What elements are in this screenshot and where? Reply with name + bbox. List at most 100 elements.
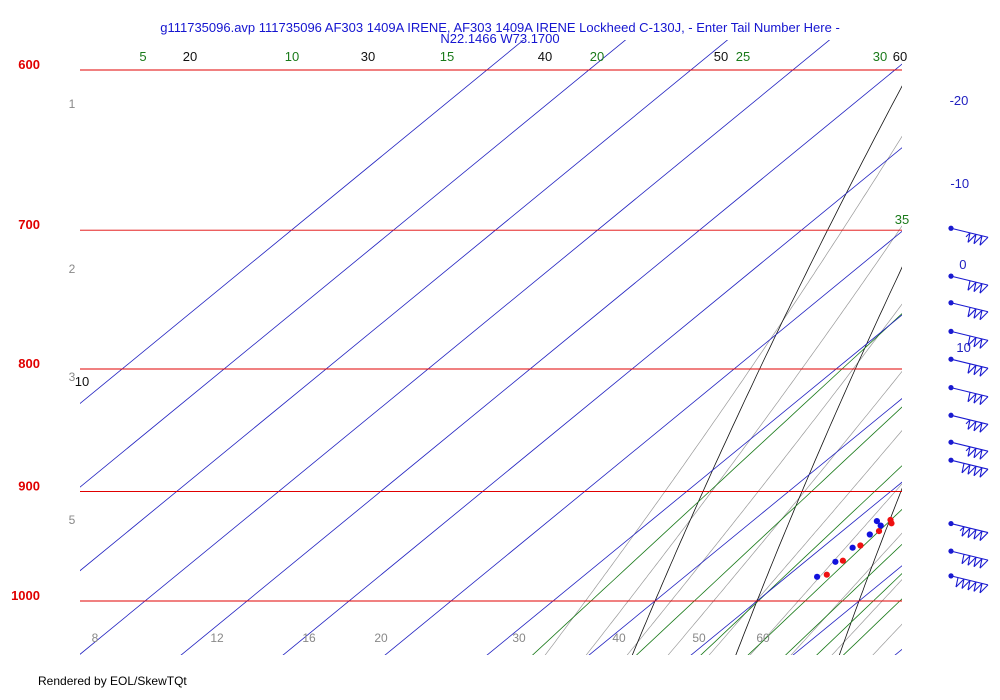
wind-barb-feather-link bbox=[967, 464, 971, 475]
temperature-point-23 bbox=[875, 528, 883, 535]
wind-barbs bbox=[948, 225, 989, 594]
wind-barb-feather-link bbox=[967, 363, 971, 374]
wind-barb-feather bbox=[973, 422, 983, 432]
wind-barb-feather-link bbox=[973, 234, 977, 244]
wind-barb-feather-link bbox=[961, 554, 965, 564]
wind-barb-feather-link bbox=[967, 280, 971, 291]
grid-labels: 600 700 800 900 1000 -20 -10 0 10 20 30 40 20 30 40 50 6… bbox=[11, 49, 971, 645]
wind-barb-feather-link bbox=[967, 446, 971, 457]
wind-barb-half-feather bbox=[959, 526, 965, 532]
wind-barb-feather bbox=[979, 367, 989, 377]
wind-barb-0 bbox=[948, 225, 989, 246]
dewpoint-point-24 bbox=[814, 573, 821, 580]
wind-barb-feather-link bbox=[979, 449, 983, 460]
isotherm--50 bbox=[80, 40, 729, 572]
isobar-label-600: 600 bbox=[18, 57, 40, 72]
wind-barb-feather-link bbox=[979, 422, 983, 433]
wind-barb-11 bbox=[948, 573, 989, 594]
moist-adiabat-6 bbox=[790, 532, 902, 655]
temperature-point-22 bbox=[888, 520, 895, 527]
moist-adiabat-9 bbox=[908, 35, 1000, 662]
isotherm-40 bbox=[894, 648, 902, 655]
temperature-point-24 bbox=[857, 542, 864, 549]
dewpoint-point-23 bbox=[832, 558, 839, 565]
bottom-label-30: 30 bbox=[512, 631, 526, 645]
wind-barb-feather-link bbox=[973, 308, 977, 319]
wind-barb-feather bbox=[961, 527, 971, 537]
wind-barb-1 bbox=[948, 273, 989, 294]
wind-barb-feather-link bbox=[979, 558, 983, 569]
wind-barb-feather bbox=[973, 309, 983, 319]
bottom-label-20: 20 bbox=[374, 631, 388, 645]
temperature-point-16 bbox=[991, 420, 997, 426]
bottom-label-60: 60 bbox=[756, 631, 770, 645]
wind-barb-feather bbox=[973, 283, 983, 293]
wind-barb-feather-link bbox=[973, 466, 977, 476]
moist-adiabat-5 bbox=[749, 483, 902, 655]
wind-barb-feather bbox=[979, 468, 989, 478]
wind-barb-feather bbox=[973, 235, 983, 245]
isotherm--70 bbox=[80, 40, 525, 405]
wind-barb-feather bbox=[967, 581, 977, 591]
wind-barb-feather bbox=[967, 281, 977, 291]
wind-barb-feather-link bbox=[973, 581, 977, 592]
wind-barb-feather bbox=[973, 583, 983, 592]
wind-barb-feather-link bbox=[979, 338, 983, 349]
wind-barb-feather bbox=[979, 559, 989, 569]
moist-adiabat-0 bbox=[544, 135, 902, 655]
wind-barb-8 bbox=[948, 457, 989, 478]
isotherm-20 bbox=[690, 481, 902, 655]
wind-barb-feather-link bbox=[967, 232, 971, 243]
wind-barb-feather bbox=[961, 464, 971, 474]
wind-barb-feather bbox=[961, 555, 971, 565]
wind-barb-feather bbox=[967, 233, 977, 243]
wind-barb-feather-link bbox=[979, 467, 983, 478]
dry-adiabat-label-60: 60 bbox=[893, 49, 907, 64]
dewpoint-point-22 bbox=[849, 544, 856, 551]
wind-barb-feather bbox=[967, 556, 977, 566]
wind-barb-feather bbox=[979, 396, 989, 406]
mixing-ratio-label-30: 30 bbox=[873, 49, 887, 64]
wind-barb-feather-link bbox=[973, 282, 977, 292]
wind-barb-feather-link bbox=[961, 578, 965, 589]
wind-barb-feather-link bbox=[979, 395, 983, 405]
wind-barb-feather-link bbox=[967, 555, 971, 566]
height-label-5: 5 bbox=[69, 513, 76, 527]
wind-barb-feather-link bbox=[973, 365, 977, 375]
footer-credit: Rendered by EOL/SkewTQt bbox=[38, 674, 187, 688]
mixing-ratio-label-5: 5 bbox=[139, 49, 146, 64]
wind-barb-feather bbox=[973, 558, 983, 568]
dry-adiabat-label-30: 30 bbox=[361, 49, 375, 64]
wind-barb-10 bbox=[948, 548, 989, 569]
wind-barb-feather bbox=[973, 467, 983, 477]
temperature-point-26 bbox=[823, 571, 830, 578]
wind-barb-feather-link bbox=[979, 530, 983, 541]
height-label-2: 2 bbox=[69, 262, 76, 276]
wind-barb-feather bbox=[979, 236, 989, 246]
isotherm-label-10: 10 bbox=[956, 340, 970, 355]
moist-adiabat-1 bbox=[585, 225, 902, 655]
mixing-ratio-line-30 bbox=[816, 573, 902, 655]
wind-barb-feather bbox=[967, 364, 977, 374]
dry-adiabat-10 bbox=[631, 85, 902, 655]
wind-barb-feather-link bbox=[967, 335, 971, 346]
wind-barb-feather bbox=[961, 580, 971, 589]
isotherm--60 bbox=[80, 40, 627, 488]
wind-barb-half-feather bbox=[965, 232, 971, 238]
wind-barb-feather bbox=[973, 449, 983, 459]
isotherm-label--10: -10 bbox=[950, 176, 969, 191]
mixing-ratio-label-15: 15 bbox=[440, 49, 454, 64]
isobar-label-800: 800 bbox=[18, 356, 40, 371]
moist-adiabat-11 bbox=[989, 35, 1000, 662]
wind-barb-5 bbox=[948, 385, 989, 406]
mixing-ratio-line-35 bbox=[842, 598, 902, 655]
wind-barb-feather bbox=[967, 337, 977, 346]
mixing-ratio-label-10: 10 bbox=[285, 49, 299, 64]
wind-barb-6 bbox=[948, 412, 989, 433]
wind-barb-feather-link bbox=[967, 307, 971, 317]
dewpoint-point-20 bbox=[877, 522, 884, 529]
isotherm--30 bbox=[180, 63, 902, 655]
wind-barb-feather-link bbox=[967, 528, 971, 538]
bottom-label-12: 12 bbox=[210, 631, 224, 645]
isotherm--10 bbox=[384, 230, 902, 655]
